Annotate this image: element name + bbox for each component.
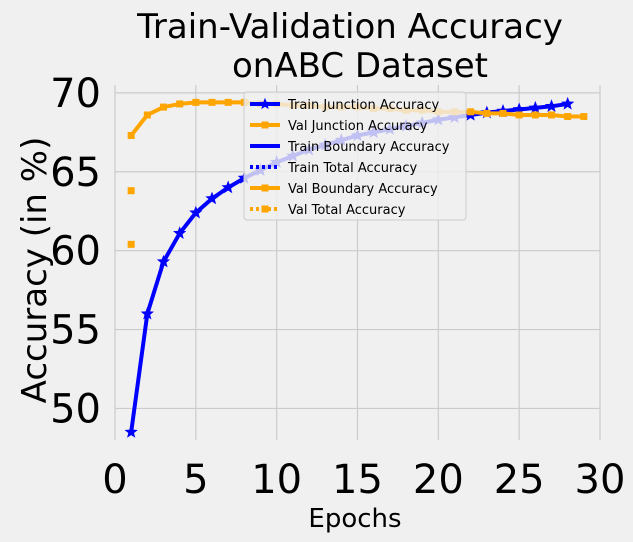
- chart-title-line-2: onABC Dataset: [232, 46, 488, 86]
- legend-label: Train Junction Accuracy: [287, 98, 439, 113]
- data-point: [221, 180, 235, 194]
- x-tick-label: 10: [251, 457, 302, 503]
- legend-swatch-marker: [261, 184, 269, 192]
- legend-entry: Train Junction Accuracy: [250, 97, 439, 113]
- x-axis-label: Epochs: [308, 504, 401, 534]
- data-point: [156, 254, 171, 268]
- data-point: [127, 187, 135, 195]
- data-point: [173, 226, 187, 239]
- data-point: [124, 425, 138, 438]
- data-point: [531, 111, 539, 119]
- series-val-total-accuracy: [127, 240, 135, 248]
- x-tick-label: 30: [575, 457, 626, 503]
- data-point: [499, 109, 507, 117]
- legend-label: Train Total Accuracy: [287, 161, 417, 176]
- legend-label: Train Boundary Accuracy: [287, 140, 450, 155]
- data-point: [208, 98, 216, 106]
- legend-swatch-marker: [261, 121, 269, 129]
- y-tick-label: 55: [50, 308, 101, 354]
- x-tick-label: 5: [183, 457, 208, 503]
- legend-entry: Train Total Accuracy: [250, 161, 417, 176]
- legend-entry: Val Total Accuracy: [250, 203, 406, 218]
- legend-label: Val Total Accuracy: [288, 203, 406, 218]
- y-tick-label: 60: [50, 229, 101, 275]
- legend-label: Val Boundary Accuracy: [288, 182, 438, 197]
- data-point: [224, 98, 232, 106]
- data-point: [512, 102, 526, 116]
- data-point: [483, 109, 491, 117]
- legend-box: [243, 91, 467, 221]
- data-point: [140, 306, 154, 320]
- data-point: [189, 205, 203, 219]
- data-point: [127, 131, 135, 139]
- x-tick-label: 0: [102, 457, 127, 503]
- data-point: [127, 240, 135, 248]
- data-point: [515, 111, 523, 119]
- legend-swatch-marker: [261, 205, 269, 213]
- chart-title-line-1: Train-Validation Accuracy: [136, 7, 563, 47]
- x-tick-label: 25: [494, 457, 545, 503]
- legend-swatch-marker: [259, 97, 271, 110]
- legend-entry: Val Boundary Accuracy: [250, 182, 438, 197]
- data-point: [561, 96, 575, 110]
- data-point: [544, 99, 559, 112]
- data-point: [467, 108, 475, 116]
- legend-label: Val Junction Accuracy: [288, 119, 428, 134]
- data-point: [192, 98, 200, 106]
- data-point: [580, 113, 588, 121]
- data-point: [564, 113, 572, 121]
- y-tick-label: 70: [50, 71, 101, 117]
- legend-entry: Train Boundary Accuracy: [250, 140, 450, 155]
- data-point: [176, 100, 184, 108]
- legend-entry: Val Junction Accuracy: [250, 119, 428, 134]
- y-tick-label: 65: [50, 150, 101, 196]
- tick-labels: 0 5 10 15 20 25 30 50 55 60 65 70: [50, 71, 625, 503]
- x-tick-label: 15: [332, 457, 383, 503]
- data-point: [528, 100, 542, 114]
- x-tick-label: 20: [413, 457, 464, 503]
- series-val-boundary-accuracy: [127, 187, 135, 195]
- y-axis-label: Accuracy (in %): [15, 137, 55, 404]
- data-point: [205, 191, 219, 205]
- data-point: [160, 103, 167, 111]
- legend: Train Junction Accuracy Val Junction Accu…: [243, 91, 467, 221]
- y-tick-label: 50: [50, 386, 101, 432]
- data-point: [548, 111, 555, 119]
- data-point: [143, 111, 151, 119]
